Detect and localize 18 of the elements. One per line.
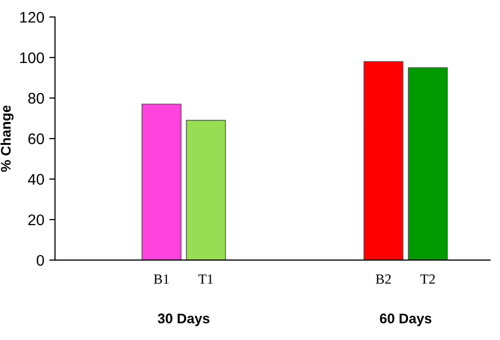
x-tick-label: B1 — [154, 274, 169, 284]
y-tick-label: 100 — [20, 52, 44, 64]
x-tick-label: B2 — [376, 274, 391, 284]
x-tick-label: T1 — [198, 274, 213, 284]
y-tick-label: 40 — [28, 174, 44, 185]
y-tick-label: 0 — [36, 254, 44, 266]
bar — [364, 61, 404, 260]
y-axis-title: % Change — [0, 105, 14, 172]
x-tick-label: T2 — [420, 274, 435, 284]
y-tick-label: 120 — [20, 12, 44, 23]
text: 30 Days — [158, 314, 210, 326]
bar — [142, 104, 182, 260]
bar — [408, 67, 448, 260]
y-tick-label: 60 — [28, 133, 44, 144]
bar — [186, 120, 226, 260]
y-tick-label: 80 — [28, 92, 44, 104]
y-tick-label: 20 — [28, 214, 44, 226]
text: 60 Days — [380, 314, 432, 326]
